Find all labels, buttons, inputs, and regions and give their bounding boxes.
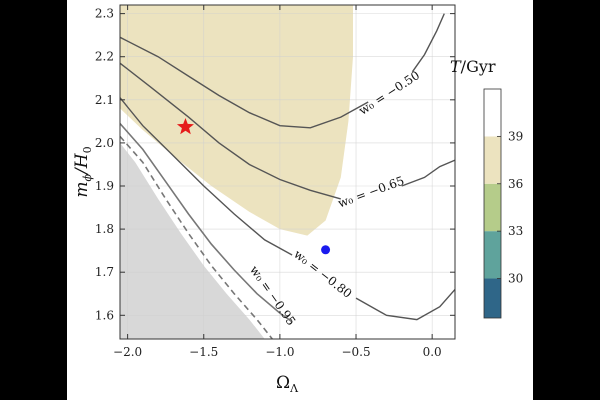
y-tick-label-0: 1.6	[95, 308, 114, 322]
circle-marker	[321, 245, 331, 255]
region-4	[120, 142, 265, 339]
x-tick-label-2: −1.0	[265, 345, 294, 359]
markers	[176, 118, 331, 255]
x-tick-label-3: −0.5	[341, 345, 370, 359]
boundary-line-0	[120, 135, 273, 339]
contour-label-3: w₀ = −0.95	[247, 263, 298, 328]
colorbar-band-3	[484, 136, 501, 184]
y-tick-label-7: 2.3	[95, 7, 114, 21]
colorbar: 30 33 36 39	[483, 88, 523, 319]
y-tick-label-6: 2.2	[95, 50, 114, 64]
colorbar-tick-label-3: 39	[508, 129, 523, 143]
x-ticks: −2.0 −1.5 −1.0 −0.5 0.0	[113, 5, 442, 359]
colorbar-title: T/Gyr	[450, 57, 496, 76]
colorbar-tick-label-1: 33	[508, 224, 523, 238]
filled-regions	[120, 5, 353, 339]
colorbar-tick-label-0: 30	[508, 272, 523, 286]
x-tick-label-1: −1.5	[189, 345, 218, 359]
boundary-line-1	[120, 122, 293, 323]
contour-line-0-b	[411, 13, 445, 73]
contour-label-2: w₀ = −0.80	[291, 247, 354, 301]
colorbar-tick-label-2: 36	[508, 177, 523, 191]
contour-line-1-b	[401, 159, 455, 187]
x-axis-title: ΩΛ	[276, 373, 299, 395]
x-tick-label-4: 0.0	[423, 345, 442, 359]
contour-line-2-b	[355, 288, 455, 321]
colorbar-band-4	[484, 89, 501, 137]
star-marker	[176, 118, 194, 135]
y-tick-label-3: 1.9	[95, 179, 114, 193]
contour-label-1: w₀ = −0.65	[336, 174, 406, 211]
colorbar-band-1	[484, 231, 501, 279]
y-tick-label-4: 2.0	[95, 136, 114, 150]
colorbar-band-0	[484, 278, 501, 318]
colorbar-frame	[483, 88, 502, 319]
region-3	[120, 5, 353, 236]
colorbar-band-2	[484, 183, 501, 232]
x-tick-label-0: −2.0	[113, 345, 142, 359]
contour-line-2	[120, 97, 293, 256]
contour-line-0	[120, 36, 369, 129]
contour-label-0: w₀ = −0.50	[356, 68, 422, 118]
y-tick-label-5: 2.1	[95, 93, 114, 107]
y-ticks: 1.6 1.7 1.8 1.9 2.0 2.1 2.2 2.3	[95, 7, 455, 322]
plot-frame	[119, 4, 456, 340]
y-axis-title: mϕ/H0	[72, 146, 94, 197]
grid	[120, 5, 455, 339]
y-tick-label-2: 1.8	[95, 222, 114, 236]
boundary-lines	[120, 122, 293, 339]
contour-line-1	[120, 62, 341, 200]
y-tick-label-1: 1.7	[95, 265, 114, 279]
figure: w₀ = −0.50 w₀ = −0.65 w₀ = −0.80 w₀ = −0.95…	[67, 0, 533, 400]
